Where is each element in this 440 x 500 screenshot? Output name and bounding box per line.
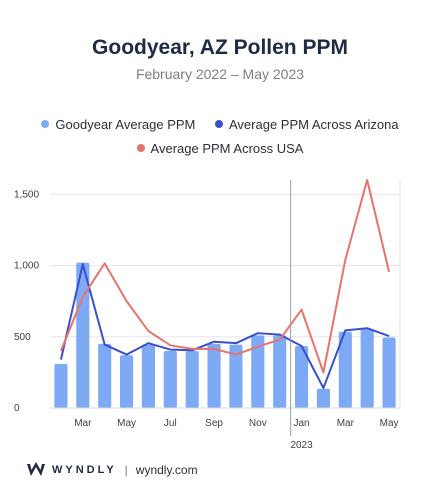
y-tick-label: 0 — [14, 403, 20, 414]
axes: 0 500 1,000 1,500 Mar May Jul Sep Nov Jan Mar May 20… — [14, 180, 400, 451]
bar — [163, 351, 177, 408]
bar — [54, 363, 68, 408]
footer-site[interactable]: wyndly.com — [135, 463, 198, 477]
bar — [382, 337, 396, 408]
bar — [120, 355, 134, 408]
bar — [316, 388, 330, 408]
wyndly-logo-icon — [27, 462, 45, 476]
bar — [207, 343, 221, 408]
legend-label-goodyear: Goodyear Average PPM — [55, 117, 196, 132]
legend-item-goodyear: Goodyear Average PPM — [41, 117, 195, 132]
bar — [295, 346, 309, 408]
series-line-2 — [60, 179, 391, 374]
legend: Goodyear Average PPM Average PPM Across … — [0, 117, 440, 132]
bar — [185, 351, 199, 408]
chart-subtitle: February 2022 – May 2023 — [135, 66, 305, 82]
x-tick-label: May — [117, 418, 136, 429]
x-tick-label: Sep — [205, 418, 223, 429]
legend-label-arizona: Average PPM Across Arizona — [229, 117, 399, 132]
legend-marker-goodyear — [41, 120, 50, 128]
bar — [338, 331, 352, 408]
legend-label-usa: Average PPM Across USA — [150, 141, 304, 156]
x-tick-label: Jul — [164, 418, 177, 429]
series-line-1 — [59, 263, 390, 390]
footer: WYNDLY | wyndly.com — [26, 462, 198, 478]
x-tick-label: Mar — [74, 418, 92, 429]
footer-separator: | — [124, 463, 128, 477]
legend-row-2: Average PPM Across USA — [0, 141, 440, 156]
bar — [76, 262, 90, 408]
x-tick-label: Nov — [249, 418, 267, 429]
bar — [360, 329, 374, 408]
bar — [98, 343, 112, 408]
bar — [273, 335, 287, 408]
bar — [229, 344, 243, 408]
y-tick-label: 1,000 — [14, 261, 39, 272]
footer-brand: WYNDLY — [52, 464, 117, 476]
year-label: 2023 — [290, 440, 313, 451]
y-tick-label: 1,500 — [14, 189, 39, 200]
legend-item-usa: Average PPM Across USA — [136, 141, 304, 156]
line-series — [59, 179, 391, 390]
bar-series — [54, 262, 396, 408]
bar — [141, 344, 155, 408]
legend-marker-arizona — [215, 120, 223, 128]
x-tick-label: Mar — [337, 418, 355, 429]
bar — [251, 335, 265, 408]
x-tick-label: Jan — [294, 418, 310, 429]
y-tick-label: 500 — [14, 332, 31, 343]
legend-item-arizona: Average PPM Across Arizona — [215, 117, 399, 132]
legend-marker-usa — [136, 144, 145, 152]
chart-title: Goodyear, AZ Pollen PPM — [92, 36, 348, 59]
x-tick-label: May — [380, 418, 399, 429]
